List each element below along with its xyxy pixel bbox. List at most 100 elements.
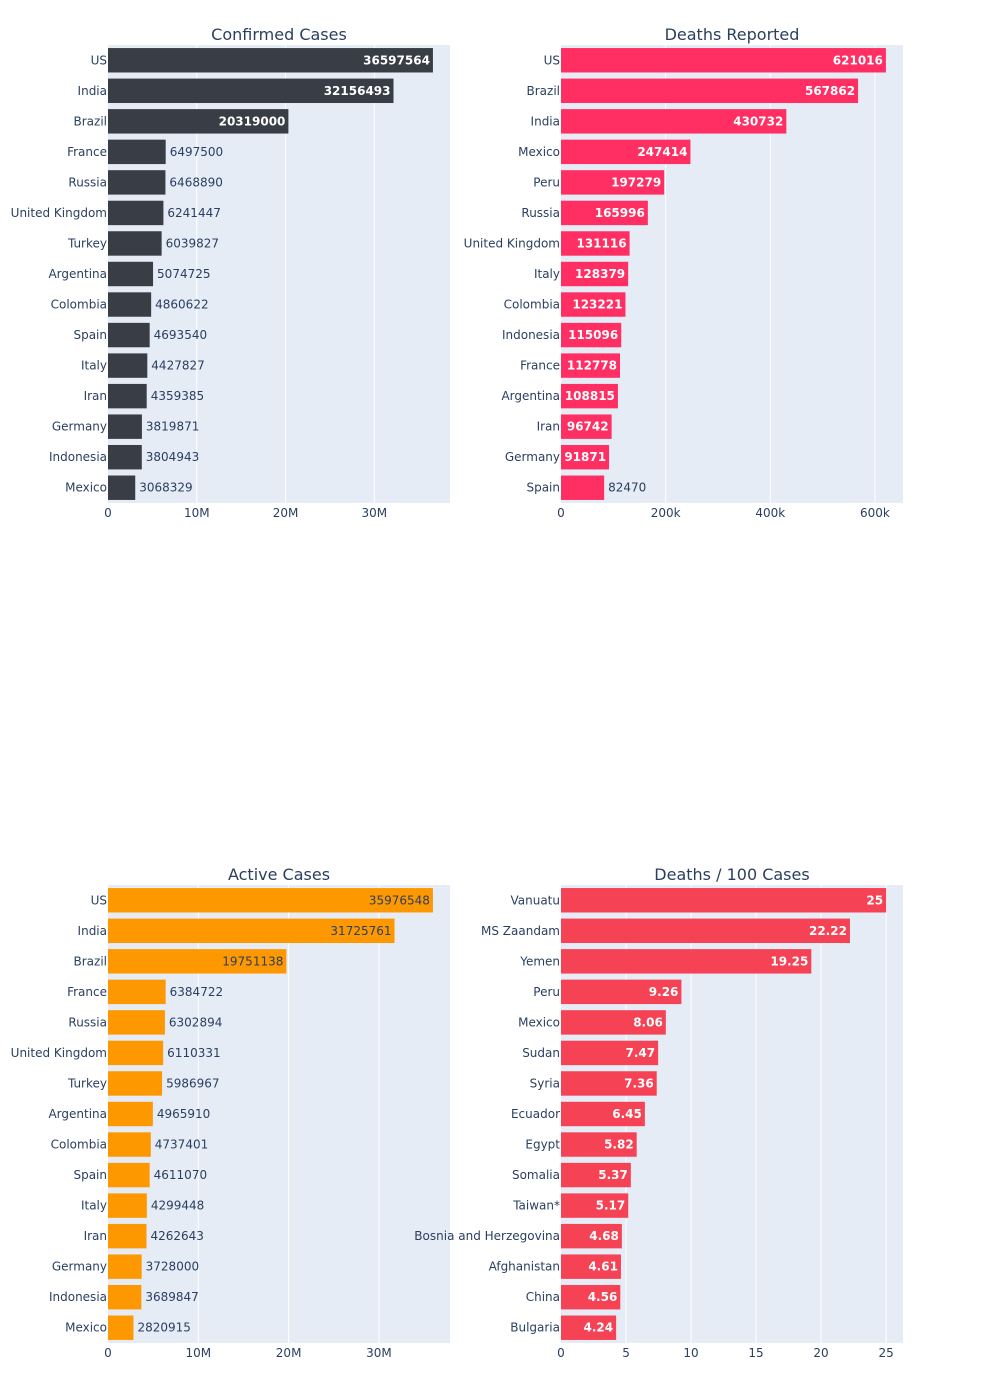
bar-turkey: [108, 231, 162, 256]
x-tick-label: 0: [557, 1346, 565, 1360]
data-label: 4359385: [151, 389, 204, 403]
bar-vanuatu: [561, 888, 887, 913]
x-tick-label: 5: [622, 1346, 630, 1360]
y-tick-label: Yemen: [519, 954, 560, 968]
bar-ecuador: [561, 1101, 645, 1127]
x-tick-label: 10: [683, 1346, 698, 1360]
y-tick-label: Bosnia and Herzegovina: [414, 1229, 560, 1243]
bar-taiwan: [561, 1193, 629, 1218]
x-tick-label: 400k: [755, 506, 785, 520]
bar-brazil: [108, 949, 287, 974]
bar-brazil: [561, 78, 859, 104]
bar-italy: [108, 1193, 147, 1218]
x-tick-label: 0: [104, 506, 112, 520]
bar-mexico: [561, 1010, 666, 1035]
data-label: 4965910: [157, 1107, 210, 1121]
data-label: 4693540: [154, 328, 207, 342]
data-label: 6.45: [612, 1107, 642, 1121]
bar-indonesia: [108, 1284, 142, 1310]
y-tick-label: Spain: [526, 481, 560, 495]
data-label: 6497500: [170, 145, 223, 159]
bar-china: [561, 1284, 621, 1310]
bar-yemen: [561, 949, 812, 974]
y-tick-label: Italy: [81, 359, 107, 373]
data-label: 19751138: [222, 954, 283, 968]
data-label: 3804943: [146, 450, 199, 464]
data-label: 5074725: [157, 267, 210, 281]
bar-brazil: [108, 109, 289, 134]
data-label: 6302894: [169, 1015, 222, 1029]
bar-indonesia: [108, 444, 142, 470]
chart-title: Active Cases: [228, 865, 330, 884]
y-tick-label: Sudan: [522, 1046, 560, 1060]
chart-title: Confirmed Cases: [211, 25, 347, 44]
y-tick-label: Indonesia: [49, 1290, 107, 1304]
data-label: 7.47: [626, 1046, 656, 1060]
bar-argentina: [561, 383, 618, 409]
bar-somalia: [561, 1162, 631, 1188]
bar-syria: [561, 1071, 657, 1096]
y-tick-label: Brazil: [74, 114, 108, 128]
data-label: 3068329: [139, 481, 192, 495]
bar-france: [108, 979, 166, 1005]
y-tick-label: Indonesia: [49, 450, 107, 464]
bar-france: [108, 139, 166, 165]
y-tick-label: Bulgaria: [510, 1321, 560, 1335]
bar-us: [108, 888, 433, 913]
x-tick-label: 15: [748, 1346, 763, 1360]
y-tick-label: Russia: [68, 1015, 107, 1029]
bar-mexico: [108, 1315, 134, 1340]
data-label: 4860622: [155, 298, 208, 312]
x-tick-label: 30M: [362, 506, 388, 520]
data-label: 20319000: [219, 114, 286, 128]
data-label: 31725761: [330, 924, 391, 938]
bar-russia: [561, 200, 648, 226]
y-tick-label: United Kingdom: [464, 236, 560, 250]
bar-peru: [561, 979, 682, 1005]
x-tick-label: 20: [813, 1346, 828, 1360]
y-tick-label: Colombia: [51, 1138, 107, 1152]
y-tick-label: Argentina: [48, 267, 107, 281]
y-tick-label: Ecuador: [511, 1107, 560, 1121]
data-label: 6110331: [167, 1046, 220, 1060]
bar-turkey: [108, 1071, 163, 1096]
data-label: 32156493: [324, 84, 391, 98]
y-tick-label: Taiwan*: [512, 1199, 560, 1213]
y-tick-label: Spain: [73, 1168, 107, 1182]
y-tick-label: Iran: [537, 420, 560, 434]
data-label: 128379: [575, 267, 625, 281]
y-tick-label: France: [520, 359, 560, 373]
data-label: 35976548: [369, 893, 430, 907]
bar-iran: [108, 383, 147, 409]
y-tick-label: Italy: [534, 267, 560, 281]
y-tick-label: United Kingdom: [11, 1046, 107, 1060]
data-label: 430732: [733, 114, 783, 128]
bar-bulgaria: [561, 1315, 617, 1340]
bar-sudan: [561, 1040, 659, 1066]
chart-title: Deaths / 100 Cases: [654, 865, 809, 884]
data-label: 6039827: [166, 236, 219, 250]
y-tick-label: Indonesia: [502, 328, 560, 342]
data-label: 108815: [565, 389, 615, 403]
y-tick-label: Brazil: [74, 954, 108, 968]
x-tick-label: 0: [557, 506, 565, 520]
bar-iran: [108, 1223, 147, 1249]
x-tick-label: 600k: [860, 506, 890, 520]
chart-active-cases: 0 10M 20M 30M Active Cases US 35976548 India 317…: [11, 865, 450, 1360]
y-tick-label: Turkey: [67, 236, 107, 250]
data-label: 96742: [567, 420, 609, 434]
data-label: 165996: [595, 206, 645, 220]
bar-india: [108, 918, 395, 944]
y-tick-label: Spain: [73, 328, 107, 342]
y-tick-label: US: [91, 53, 107, 67]
bar-germany: [108, 414, 142, 439]
data-label: 4611070: [154, 1168, 207, 1182]
data-label: 123221: [572, 298, 622, 312]
y-tick-label: US: [544, 53, 560, 67]
y-tick-label: Egypt: [525, 1138, 560, 1152]
data-label: 4262643: [150, 1229, 203, 1243]
data-label: 36597564: [363, 53, 430, 67]
y-tick-label: Iran: [84, 389, 107, 403]
bar-indonesia: [561, 322, 622, 348]
